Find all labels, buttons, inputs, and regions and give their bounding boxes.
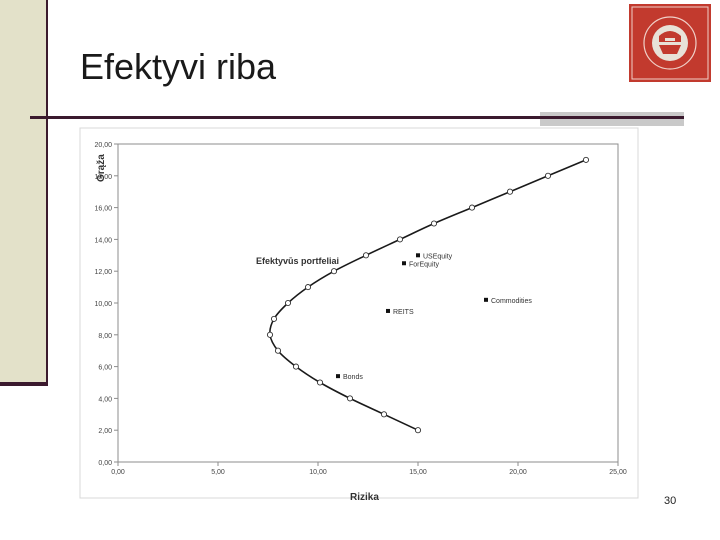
y-tick-label: 20,00 [94, 142, 112, 149]
x-tick-label: 25,00 [609, 469, 627, 476]
asset-point [416, 253, 420, 258]
frontier-point [506, 188, 514, 195]
asset-label: Bonds [343, 374, 363, 381]
frontier-point [468, 204, 476, 211]
frontier-point [544, 172, 552, 179]
frontier-point [346, 395, 354, 402]
y-tick-label: 14,00 [94, 237, 112, 244]
left-bar-bottom-line [0, 382, 48, 386]
frontier-point [330, 268, 338, 275]
title-rule [30, 116, 684, 119]
frontier-point [270, 315, 278, 322]
frontier-point [292, 363, 300, 370]
frontier-point [274, 347, 282, 354]
title-rule-accent [540, 112, 684, 126]
x-tick-label: 0,00 [111, 469, 125, 476]
frontier-point [380, 411, 388, 418]
frontier-point [316, 379, 324, 386]
y-tick-label: 0,00 [98, 460, 112, 467]
frontier-point [304, 284, 312, 291]
page-number: 30 [664, 495, 677, 507]
frontier-points [266, 156, 590, 434]
x-tick-label: 20,00 [509, 469, 527, 476]
y-tick-label: 12,00 [94, 269, 112, 276]
frontier-point [414, 427, 422, 434]
frontier-point [430, 220, 438, 227]
asset-point [402, 261, 406, 266]
chart-area [79, 127, 639, 499]
y-tick-label: 18,00 [94, 174, 112, 181]
university-logo [629, 4, 711, 82]
slide-title: Efektyvi riba [80, 46, 277, 87]
x-tick-label: 15,00 [409, 469, 427, 476]
y-tick-label: 6,00 [98, 365, 112, 372]
asset-label: ForEquity [409, 261, 439, 268]
y-tick-label: 10,00 [94, 301, 112, 308]
asset-point [336, 374, 340, 379]
y-tick-label: 4,00 [98, 396, 112, 403]
left-decorative-bar [0, 0, 46, 382]
asset-point [484, 297, 488, 302]
x-axis-ticks: 0,00 5,00 10,00 15,00 20,00 25,00 [111, 462, 627, 476]
frontier-label: Efektyvūs portfeliai [256, 256, 339, 266]
y-tick-label: 8,00 [98, 333, 112, 340]
y-axis-ticks: 0,00 2,00 4,00 6,00 8,00 10,00 12,00 14,00 16,00… [94, 142, 118, 467]
asset-label: REITS [393, 309, 414, 316]
frontier-point [582, 156, 590, 163]
x-tick-label: 5,00 [211, 469, 225, 476]
asset-point [386, 308, 390, 313]
frontier-point [284, 299, 292, 307]
frontier-point [396, 236, 404, 243]
frontier-point [362, 252, 370, 259]
left-bar-edge [46, 0, 48, 386]
y-tick-label: 16,00 [94, 206, 112, 213]
x-tick-label: 10,00 [309, 469, 327, 476]
asset-label: Commodities [491, 298, 532, 305]
y-tick-label: 2,00 [98, 428, 112, 435]
y-axis-label: Grąža [96, 154, 107, 182]
asset-label: USEquity [423, 253, 453, 260]
x-axis-label: Rizika [350, 492, 379, 503]
frontier-point [266, 331, 274, 338]
